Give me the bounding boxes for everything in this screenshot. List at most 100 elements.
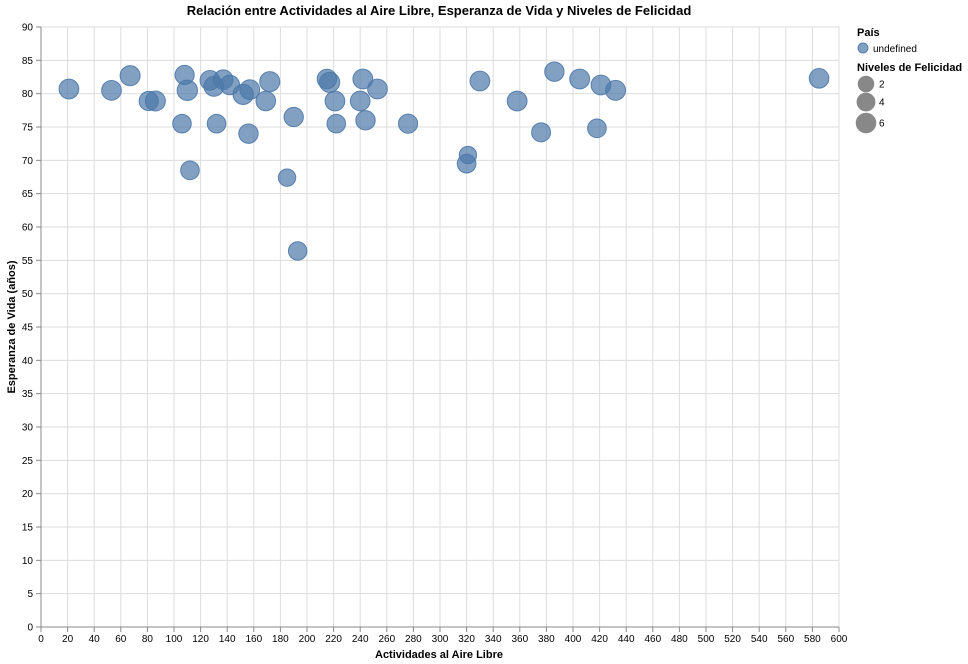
legend-color-title: País [857, 27, 880, 39]
y-tick-label: 0 [27, 623, 33, 634]
x-tick-label: 100 [166, 634, 183, 645]
y-tick-label: 55 [22, 256, 34, 267]
x-tick-label: 460 [644, 634, 661, 645]
y-tick-label: 65 [22, 189, 34, 200]
legend-size-symbol [856, 92, 876, 112]
y-tick-label: 5 [27, 589, 33, 600]
x-tick-label: 580 [804, 634, 821, 645]
x-tick-label: 160 [245, 634, 262, 645]
data-point [326, 113, 347, 134]
x-tick-label: 80 [142, 634, 154, 645]
data-point [506, 90, 528, 112]
y-tick-label: 40 [22, 356, 34, 367]
y-tick-label: 80 [22, 89, 34, 100]
grid-layer [40, 26, 840, 628]
data-point [176, 79, 198, 101]
data-point [119, 65, 141, 87]
y-tick-label: 35 [22, 389, 34, 400]
data-point [544, 61, 565, 82]
data-point [319, 71, 341, 93]
y-tick-label: 60 [22, 223, 34, 234]
data-point [605, 79, 626, 101]
data-point [355, 110, 376, 131]
data-point [287, 241, 308, 261]
x-tick-label: 20 [62, 634, 74, 645]
data-point [587, 118, 607, 139]
y-tick-label: 90 [22, 23, 34, 34]
data-point [283, 106, 304, 128]
data-point [469, 70, 491, 92]
data-point [569, 68, 591, 90]
legend-color-swatch [857, 42, 869, 54]
x-tick-label: 220 [325, 634, 342, 645]
data-point [808, 68, 830, 89]
legend-size-items: 2 4 6 [855, 75, 885, 134]
y-tick-label: 15 [22, 523, 34, 534]
data-point [238, 123, 259, 144]
y-tick-label: 45 [22, 323, 34, 334]
data-point [398, 113, 419, 134]
data-point [352, 68, 374, 90]
legend-size-symbol [855, 112, 877, 134]
x-tick-label: 60 [115, 634, 127, 645]
y-tick-label: 75 [22, 123, 34, 134]
legend-size-title: Niveles de Felicidad [857, 62, 962, 74]
y-tick-label: 50 [22, 289, 34, 300]
x-tick-label: 440 [618, 634, 635, 645]
x-tick-label: 560 [777, 634, 794, 645]
data-point [206, 113, 227, 134]
data-point [172, 113, 192, 134]
x-tick-label: 120 [192, 634, 209, 645]
y-axis-title: Esperanza de Vida (años) [6, 260, 18, 393]
x-tick-label: 40 [89, 634, 101, 645]
x-tick-label: 500 [698, 634, 715, 645]
x-tick-label: 480 [671, 634, 688, 645]
x-tick-label: 300 [432, 634, 449, 645]
x-tick-label: 420 [591, 634, 608, 645]
legend-size-label: 4 [879, 98, 885, 109]
legend-color-label: undefined [873, 44, 917, 55]
data-point [144, 90, 166, 112]
y-tick-label: 85 [22, 56, 34, 67]
y-tick-label: 30 [22, 423, 34, 434]
x-tick-label: 540 [751, 634, 768, 645]
data-point [324, 90, 346, 112]
chart-title: Relación entre Actividades al Aire Libre… [187, 3, 692, 18]
legend: País undefined Niveles de Felicidad 2 4 6 [855, 27, 962, 134]
x-tick-label: 260 [378, 634, 395, 645]
data-point [58, 78, 80, 100]
y-tick-label: 25 [22, 456, 34, 467]
x-tick-label: 200 [299, 634, 316, 645]
x-tick-label: 360 [511, 634, 528, 645]
x-tick-label: 520 [724, 634, 741, 645]
legend-size-label: 6 [879, 119, 885, 130]
x-tick-label: 600 [831, 634, 848, 645]
data-point [458, 145, 478, 165]
data-point [367, 78, 388, 100]
y-tick-label: 70 [22, 156, 34, 167]
legend-size-label: 2 [879, 80, 885, 91]
points-layer [58, 61, 830, 261]
data-point [239, 79, 261, 101]
y-tick-label: 10 [22, 556, 34, 567]
data-point [277, 168, 297, 187]
data-point [180, 160, 200, 181]
x-tick-label: 180 [272, 634, 289, 645]
legend-size-symbol [857, 75, 875, 93]
data-point [349, 90, 371, 112]
data-point [101, 79, 122, 101]
x-tick-label: 320 [458, 634, 475, 645]
x-tick-label: 140 [219, 634, 236, 645]
x-tick-label: 340 [485, 634, 502, 645]
data-point [531, 122, 552, 143]
axes-layer: 0 20 40 60 80 100 120 140 160 180 200 220 240 260 280 3… [22, 23, 848, 646]
data-point [259, 71, 281, 93]
data-point [255, 90, 277, 112]
x-tick-label: 280 [405, 634, 422, 645]
x-tick-label: 0 [38, 634, 44, 645]
x-tick-label: 380 [538, 634, 555, 645]
x-tick-label: 400 [565, 634, 582, 645]
y-tick-label: 20 [22, 489, 34, 500]
x-tick-label: 240 [352, 634, 369, 645]
x-axis-title: Actividades al Aire Libre [375, 649, 503, 661]
